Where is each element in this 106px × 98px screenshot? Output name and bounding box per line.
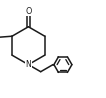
Text: O: O (25, 7, 32, 16)
Text: N: N (26, 60, 31, 69)
